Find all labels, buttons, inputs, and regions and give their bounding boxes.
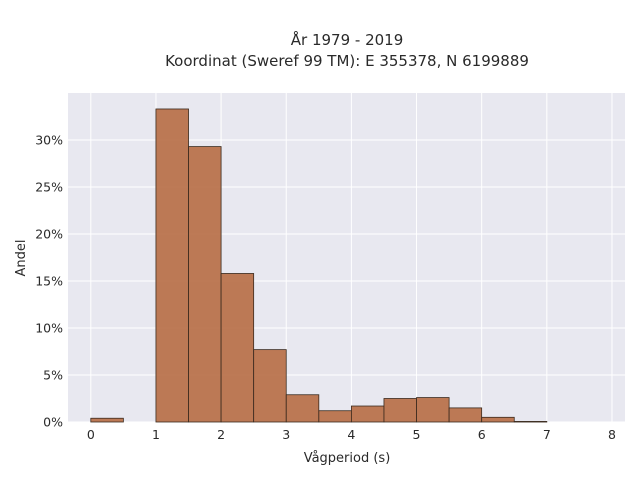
x-tick-label: 5 (413, 427, 421, 442)
histogram-bar (448, 407, 483, 423)
x-tick-label: 3 (282, 427, 290, 442)
y-tick-label: 30% (35, 133, 63, 148)
y-tick-label: 0% (43, 415, 63, 430)
x-axis-label: Vågperiod (s) (304, 451, 391, 466)
x-tick-label: 6 (478, 427, 486, 442)
chart-title-line-2: Koordinat (Sweref 99 TM): E 355378, N 61… (165, 52, 529, 70)
x-tick-label: 4 (347, 427, 355, 442)
y-tick-label: 15% (35, 274, 63, 289)
histogram-bar (90, 417, 124, 423)
histogram-bar (188, 146, 222, 423)
plot-area (68, 93, 625, 422)
y-tick-label: 10% (35, 321, 63, 336)
histogram-bar (513, 421, 548, 423)
histogram-bar (350, 405, 385, 423)
histogram-bar (318, 410, 352, 423)
x-tick-label: 8 (608, 427, 616, 442)
y-tick-label: 5% (43, 368, 63, 383)
histogram-bar (285, 394, 320, 423)
histogram-bar (383, 398, 417, 423)
y-tick-label: 20% (35, 227, 63, 242)
histogram-bar (416, 397, 450, 423)
histogram-bar (481, 416, 515, 423)
x-tick-labels: 0 1 2 3 4 5 6 7 8 (87, 427, 616, 442)
y-axis-label: Andel (14, 240, 29, 277)
histogram-bar (220, 273, 255, 423)
bars (90, 108, 548, 423)
x-tick-label: 0 (87, 427, 95, 442)
x-tick-label: 7 (543, 427, 551, 442)
y-tick-label: 25% (35, 180, 63, 195)
histogram-bar (253, 349, 287, 423)
x-tick-label: 1 (152, 427, 160, 442)
histogram-bar (155, 108, 189, 423)
x-tick-label: 2 (217, 427, 225, 442)
chart-title-line-1: År 1979 - 2019 (291, 30, 404, 49)
y-tick-labels: 0% 5% 10% 15% 20% 25% 30% (35, 133, 63, 430)
